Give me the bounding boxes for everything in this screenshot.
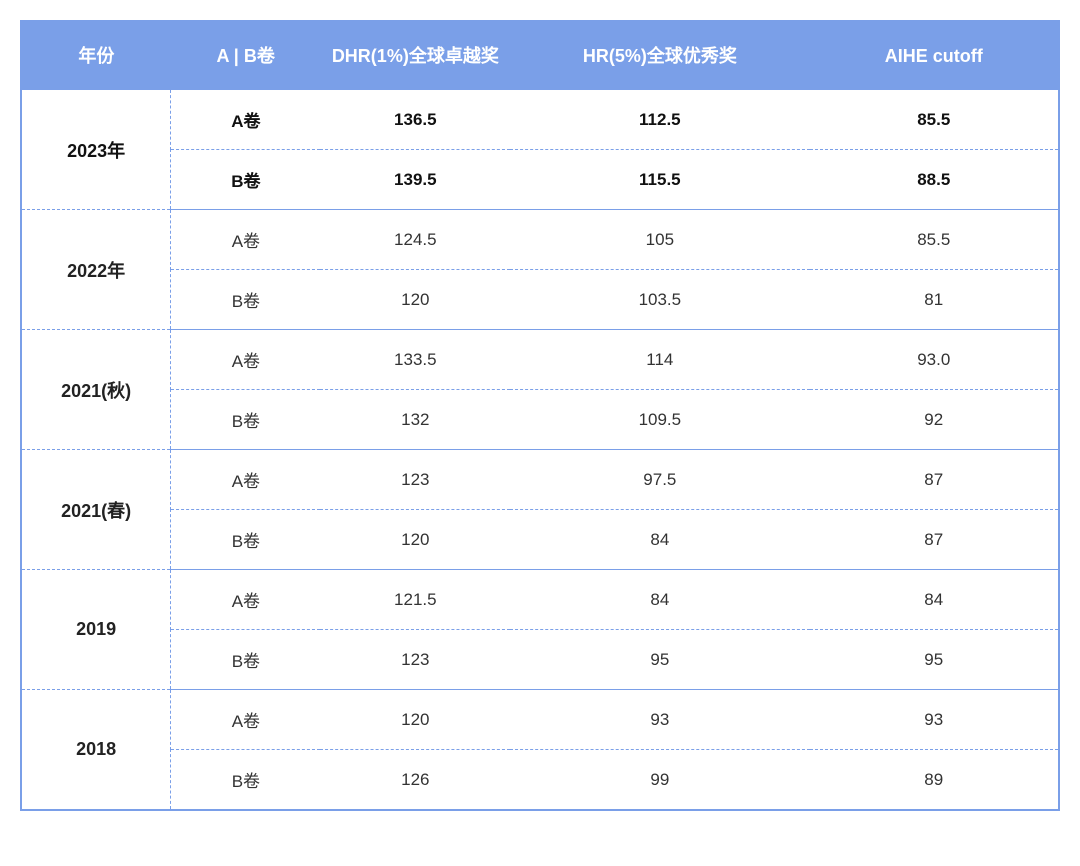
col-header-cutoff: AIHE cutoff bbox=[810, 21, 1059, 90]
cell-hr: 97.5 bbox=[510, 450, 809, 510]
table-row: 2018 A卷 120 93 93 bbox=[21, 690, 1059, 750]
cell-year: 2019 bbox=[21, 570, 171, 690]
col-header-hr: HR(5%)全球优秀奖 bbox=[510, 21, 809, 90]
cell-paper: B卷 bbox=[171, 150, 321, 210]
cell-dhr: 120 bbox=[320, 690, 510, 750]
table-row: 2019 A卷 121.5 84 84 bbox=[21, 570, 1059, 630]
cell-cutoff: 85.5 bbox=[810, 90, 1059, 150]
cell-paper: B卷 bbox=[171, 510, 321, 570]
table-body: 2023年 A卷 136.5 112.5 85.5 B卷 139.5 115.5… bbox=[21, 90, 1059, 810]
cell-cutoff: 89 bbox=[810, 750, 1059, 811]
cell-dhr: 132 bbox=[320, 390, 510, 450]
cell-cutoff: 85.5 bbox=[810, 210, 1059, 270]
table-row: B卷 120 84 87 bbox=[21, 510, 1059, 570]
cell-year: 2023年 bbox=[21, 90, 171, 210]
cell-hr: 114 bbox=[510, 330, 809, 390]
table-row: 2021(秋) A卷 133.5 114 93.0 bbox=[21, 330, 1059, 390]
table-row: B卷 139.5 115.5 88.5 bbox=[21, 150, 1059, 210]
cell-paper: A卷 bbox=[171, 210, 321, 270]
table-header-row: 年份 A | B卷 DHR(1%)全球卓越奖 HR(5%)全球优秀奖 AIHE … bbox=[21, 21, 1059, 90]
cell-cutoff: 84 bbox=[810, 570, 1059, 630]
col-header-year: 年份 bbox=[21, 21, 171, 90]
cell-dhr: 123 bbox=[320, 450, 510, 510]
cutoff-table: 年份 A | B卷 DHR(1%)全球卓越奖 HR(5%)全球优秀奖 AIHE … bbox=[20, 20, 1060, 811]
cell-dhr: 121.5 bbox=[320, 570, 510, 630]
cell-dhr: 124.5 bbox=[320, 210, 510, 270]
table-row: 2023年 A卷 136.5 112.5 85.5 bbox=[21, 90, 1059, 150]
cell-hr: 103.5 bbox=[510, 270, 809, 330]
cell-year: 2021(秋) bbox=[21, 330, 171, 450]
cell-year: 2021(春) bbox=[21, 450, 171, 570]
cell-paper: B卷 bbox=[171, 750, 321, 811]
col-header-paper: A | B卷 bbox=[171, 21, 321, 90]
cell-paper: A卷 bbox=[171, 330, 321, 390]
cell-cutoff: 87 bbox=[810, 510, 1059, 570]
cell-dhr: 123 bbox=[320, 630, 510, 690]
cell-dhr: 139.5 bbox=[320, 150, 510, 210]
table-row: B卷 123 95 95 bbox=[21, 630, 1059, 690]
cell-paper: B卷 bbox=[171, 390, 321, 450]
table-row: B卷 126 99 89 bbox=[21, 750, 1059, 811]
cell-hr: 109.5 bbox=[510, 390, 809, 450]
cell-hr: 115.5 bbox=[510, 150, 809, 210]
cell-paper: A卷 bbox=[171, 690, 321, 750]
cell-cutoff: 88.5 bbox=[810, 150, 1059, 210]
cell-hr: 84 bbox=[510, 510, 809, 570]
cell-cutoff: 92 bbox=[810, 390, 1059, 450]
cell-dhr: 136.5 bbox=[320, 90, 510, 150]
table-row: 2022年 A卷 124.5 105 85.5 bbox=[21, 210, 1059, 270]
cell-cutoff: 81 bbox=[810, 270, 1059, 330]
table-row: B卷 132 109.5 92 bbox=[21, 390, 1059, 450]
cell-hr: 84 bbox=[510, 570, 809, 630]
cell-dhr: 126 bbox=[320, 750, 510, 811]
cell-hr: 95 bbox=[510, 630, 809, 690]
cell-dhr: 120 bbox=[320, 270, 510, 330]
table-row: 2021(春) A卷 123 97.5 87 bbox=[21, 450, 1059, 510]
cell-cutoff: 93.0 bbox=[810, 330, 1059, 390]
cell-dhr: 133.5 bbox=[320, 330, 510, 390]
cell-paper: A卷 bbox=[171, 570, 321, 630]
cell-dhr: 120 bbox=[320, 510, 510, 570]
cell-cutoff: 87 bbox=[810, 450, 1059, 510]
cell-paper: B卷 bbox=[171, 270, 321, 330]
cell-paper: A卷 bbox=[171, 450, 321, 510]
col-header-dhr: DHR(1%)全球卓越奖 bbox=[320, 21, 510, 90]
cell-hr: 99 bbox=[510, 750, 809, 811]
cell-paper: A卷 bbox=[171, 90, 321, 150]
cell-cutoff: 95 bbox=[810, 630, 1059, 690]
cell-hr: 112.5 bbox=[510, 90, 809, 150]
cell-cutoff: 93 bbox=[810, 690, 1059, 750]
cell-hr: 93 bbox=[510, 690, 809, 750]
cell-year: 2022年 bbox=[21, 210, 171, 330]
cell-paper: B卷 bbox=[171, 630, 321, 690]
cell-hr: 105 bbox=[510, 210, 809, 270]
table-row: B卷 120 103.5 81 bbox=[21, 270, 1059, 330]
cell-year: 2018 bbox=[21, 690, 171, 811]
